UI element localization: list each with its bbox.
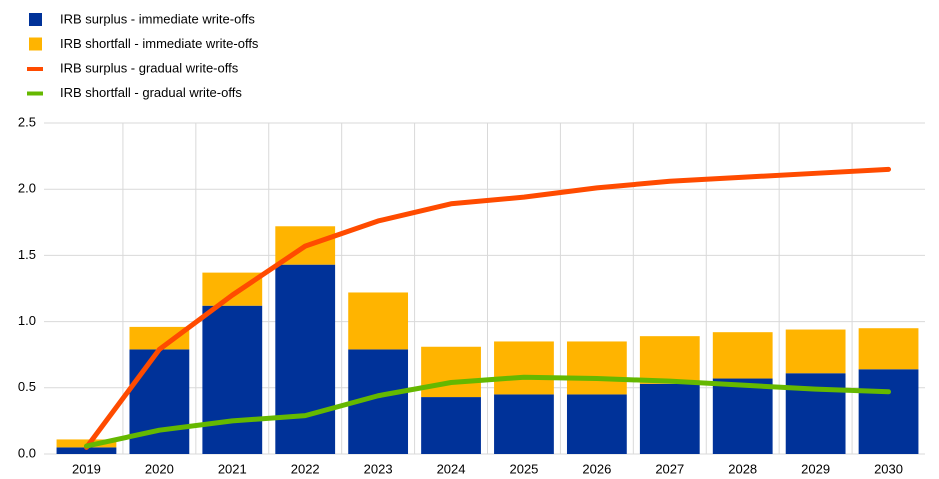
line xyxy=(83,374,892,449)
x-tick-label: 2030 xyxy=(874,461,903,476)
x-tick-label: 2029 xyxy=(801,461,830,476)
bar xyxy=(639,336,700,384)
bar xyxy=(858,369,919,454)
x-tick-label: 2024 xyxy=(437,461,466,476)
bar xyxy=(421,397,481,454)
bar xyxy=(712,332,773,379)
legend-label: IRB surplus - gradual write-offs xyxy=(60,60,239,75)
x-tick-label: 2028 xyxy=(728,461,757,476)
bar xyxy=(494,341,554,395)
legend-label: IRB shortfall - immediate write-offs xyxy=(60,36,259,51)
legend-swatch xyxy=(29,37,42,51)
bar xyxy=(566,341,627,395)
bar xyxy=(202,272,263,306)
legend-label: IRB surplus - immediate write-offs xyxy=(60,11,255,26)
legend-swatch xyxy=(27,91,43,96)
bar xyxy=(56,447,117,454)
x-tick-label: 2025 xyxy=(509,461,538,476)
bar xyxy=(785,373,846,454)
x-tick-label: 2026 xyxy=(582,461,611,476)
bar xyxy=(348,292,409,350)
y-tick-label: 2.0 xyxy=(18,181,36,196)
x-tick-label: 2019 xyxy=(72,461,101,476)
legend-swatch xyxy=(27,67,43,71)
x-tick-label: 2020 xyxy=(145,461,174,476)
x-tick-label: 2022 xyxy=(291,461,320,476)
legend-swatch xyxy=(29,13,42,26)
bar xyxy=(421,346,481,398)
bar xyxy=(566,394,627,454)
y-tick-label: 1.0 xyxy=(18,313,36,328)
x-tick-label: 2023 xyxy=(364,461,393,476)
y-tick-label: 2.5 xyxy=(18,114,36,129)
bar xyxy=(202,305,263,454)
bar xyxy=(785,329,846,374)
bar xyxy=(639,383,700,454)
y-tick-label: 1.5 xyxy=(18,247,36,262)
line xyxy=(83,166,892,450)
bar xyxy=(712,378,773,454)
bar xyxy=(858,328,919,370)
x-tick-label: 2027 xyxy=(655,461,684,476)
bar xyxy=(129,326,190,350)
x-tick-label: 2021 xyxy=(218,461,247,476)
y-tick-label: 0.5 xyxy=(18,379,36,394)
bar xyxy=(129,349,190,454)
legend-label: IRB shortfall - gradual write-offs xyxy=(60,85,242,100)
bar xyxy=(275,264,336,454)
bar xyxy=(494,394,554,454)
y-tick-label: 0.0 xyxy=(18,445,36,460)
